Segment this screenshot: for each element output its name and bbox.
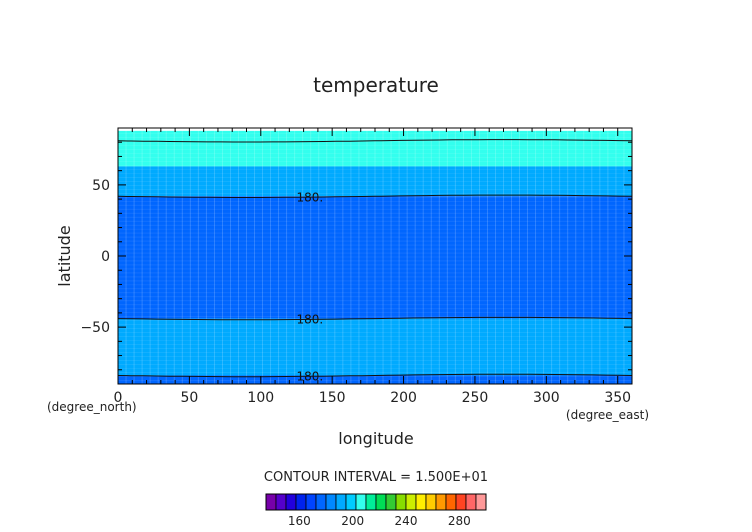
x-tick-label: 350: [604, 390, 631, 406]
contour-line: [117, 139, 633, 143]
colorbar-tick-label: 160: [288, 514, 311, 528]
colorbar-swatch: [405, 493, 417, 511]
colorbar-swatch: [455, 493, 467, 511]
x-tick-label: 150: [319, 390, 346, 406]
colorbar-swatch: [355, 493, 367, 511]
temperature-band: [118, 166, 632, 197]
colorbar-swatch: [385, 493, 397, 511]
contour-interval-text: CONTOUR INTERVAL = 1.500E+01: [264, 470, 488, 485]
colorbar-swatch: [445, 493, 457, 511]
colorbar-swatch: [325, 493, 337, 511]
x-tick-label: 0: [114, 390, 123, 406]
colorbar-swatch: [465, 493, 477, 511]
colorbar: 160 200 240 280: [265, 493, 487, 528]
axis-ticks: 0 50 100 150 200 250 300 350 50 0 −50: [80, 128, 633, 406]
y-tick-label: 50: [92, 178, 110, 194]
contour-line: [117, 194, 633, 198]
colorbar-swatch: [275, 493, 287, 511]
temperature-band: [118, 130, 632, 167]
contour-label: 180.: [296, 313, 323, 327]
colorbar-tick-label: 200: [341, 514, 364, 528]
colorbar-swatch: [435, 493, 447, 511]
y-axis-label: latitude: [55, 225, 74, 286]
colorbar-swatch: [395, 493, 407, 511]
x-tick-label: 250: [462, 390, 489, 406]
chart-title: temperature: [313, 73, 439, 97]
colorbar-tick-label: 240: [395, 514, 418, 528]
x-tick-label: 200: [390, 390, 417, 406]
x-tick-label: 300: [533, 390, 560, 406]
colorbar-swatch: [295, 493, 307, 511]
colorbar-swatch: [315, 493, 327, 511]
y-units-label: (degree_north): [47, 400, 137, 414]
colorbar-swatch: [375, 493, 387, 511]
colorbar-swatch: [305, 493, 317, 511]
x-axis-label: longitude: [338, 429, 413, 448]
contour-line: [117, 316, 633, 321]
colorbar-swatch: [285, 493, 297, 511]
temperature-band: [118, 196, 632, 319]
colorbar-swatch: [335, 493, 347, 511]
colorbar-frame: [265, 493, 487, 511]
contour-line: [117, 373, 633, 378]
colorbar-swatch: [425, 493, 437, 511]
colorbar-swatch: [415, 493, 427, 511]
x-units-label: (degree_east): [566, 408, 649, 422]
y-tick-label: 0: [101, 249, 110, 265]
colorbar-swatch: [365, 493, 377, 511]
y-tick-label: −50: [80, 320, 110, 336]
plot-area: [118, 130, 632, 384]
colorbar-tick-label: 280: [448, 514, 471, 528]
contour-lines: 180. 180. 180.: [117, 139, 633, 383]
contour-label: 180.: [296, 190, 323, 204]
colorbar-swatch: [265, 493, 277, 511]
x-tick-label: 100: [247, 390, 274, 406]
temperature-band: [118, 318, 632, 376]
colorbar-swatch: [475, 493, 487, 511]
contour-label: 180.: [296, 369, 323, 383]
x-tick-label: 50: [180, 390, 198, 406]
temperature-band: [118, 375, 632, 384]
colorbar-swatch: [345, 493, 357, 511]
